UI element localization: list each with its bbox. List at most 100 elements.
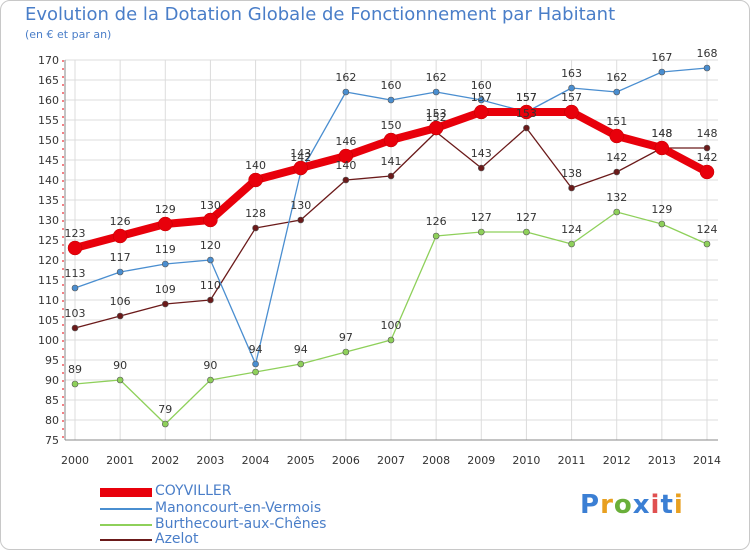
data-label: 138 bbox=[561, 167, 582, 180]
data-point bbox=[158, 216, 173, 232]
data-label: 126 bbox=[426, 215, 447, 228]
data-point bbox=[248, 172, 263, 188]
data-label: 163 bbox=[561, 67, 582, 80]
data-point bbox=[477, 228, 485, 236]
x-tick-label: 2002 bbox=[151, 454, 179, 467]
x-tick-label: 2003 bbox=[196, 454, 224, 467]
data-label: 143 bbox=[290, 147, 311, 160]
x-tick-label: 2008 bbox=[422, 454, 450, 467]
data-label: 129 bbox=[155, 203, 176, 216]
data-label: 146 bbox=[335, 135, 356, 148]
data-point bbox=[699, 164, 715, 180]
y-tick-label: 80 bbox=[45, 414, 59, 427]
data-point bbox=[568, 184, 575, 192]
x-tick-label: 2009 bbox=[467, 454, 495, 467]
x-tick-label: 2004 bbox=[242, 454, 270, 467]
data-point bbox=[387, 96, 395, 104]
data-label: 127 bbox=[471, 211, 492, 224]
data-point bbox=[161, 260, 169, 268]
data-point bbox=[523, 124, 530, 132]
data-point bbox=[654, 140, 670, 156]
y-tick-label: 85 bbox=[45, 394, 59, 407]
legend-label: Burthecourt-aux-Chênes bbox=[155, 516, 327, 532]
data-point bbox=[428, 120, 444, 136]
y-tick-label: 135 bbox=[38, 194, 59, 207]
data-point bbox=[293, 160, 308, 176]
data-label: 157 bbox=[471, 91, 492, 104]
data-label: 117 bbox=[110, 251, 131, 264]
data-point bbox=[474, 104, 489, 120]
data-point bbox=[252, 368, 259, 376]
x-tick-label: 2000 bbox=[61, 454, 89, 467]
proxiti-logo: Proxiti bbox=[580, 490, 684, 520]
y-tick-label: 115 bbox=[38, 274, 59, 287]
data-point bbox=[477, 96, 485, 104]
data-point bbox=[703, 64, 711, 72]
data-label: 157 bbox=[561, 91, 582, 104]
legend-label: COYVILLER bbox=[155, 483, 232, 499]
data-label: 100 bbox=[381, 319, 402, 332]
y-tick-label: 110 bbox=[38, 294, 59, 307]
data-point bbox=[203, 212, 218, 228]
data-point bbox=[67, 240, 83, 256]
logo-letter: t bbox=[660, 490, 674, 520]
data-label: 162 bbox=[426, 71, 447, 84]
y-tick-label: 120 bbox=[38, 254, 59, 267]
data-label: 157 bbox=[516, 91, 537, 104]
y-tick-label: 100 bbox=[38, 334, 59, 347]
data-point bbox=[564, 104, 579, 120]
data-label: 162 bbox=[606, 71, 627, 84]
data-label: 119 bbox=[155, 243, 176, 256]
legend-swatch bbox=[100, 488, 152, 497]
data-label: 142 bbox=[697, 151, 718, 164]
x-tick-label: 2010 bbox=[512, 454, 540, 467]
data-point bbox=[252, 360, 259, 368]
data-label: 120 bbox=[200, 239, 221, 252]
data-point bbox=[112, 228, 128, 244]
data-point bbox=[383, 132, 399, 148]
data-label: 148 bbox=[651, 127, 672, 140]
logo-letter: x bbox=[632, 490, 651, 520]
data-label: 89 bbox=[68, 363, 82, 376]
data-label: 126 bbox=[110, 215, 131, 228]
data-label: 141 bbox=[381, 155, 402, 168]
data-label: 150 bbox=[381, 119, 402, 132]
data-label: 94 bbox=[294, 343, 308, 356]
y-tick-label: 95 bbox=[45, 354, 59, 367]
data-point bbox=[432, 88, 440, 96]
data-label: 148 bbox=[697, 127, 718, 140]
data-label: 79 bbox=[158, 403, 172, 416]
data-label: 113 bbox=[65, 267, 86, 280]
data-point bbox=[71, 380, 79, 388]
data-point bbox=[116, 312, 124, 320]
data-label: 160 bbox=[381, 79, 402, 92]
y-tick-label: 130 bbox=[38, 214, 59, 227]
data-point bbox=[613, 168, 621, 176]
data-point bbox=[297, 216, 305, 224]
data-point bbox=[116, 268, 124, 276]
data-point bbox=[387, 336, 395, 344]
chart-subtitle: (en € et par an) bbox=[25, 28, 112, 41]
data-label: 153 bbox=[516, 107, 537, 120]
y-tick-label: 170 bbox=[38, 54, 59, 67]
data-label: 124 bbox=[561, 223, 582, 236]
data-label: 153 bbox=[426, 107, 447, 120]
data-point bbox=[568, 240, 575, 248]
legend-label: Manoncourt-en-Vermois bbox=[155, 500, 322, 516]
data-label: 132 bbox=[606, 191, 627, 204]
data-point bbox=[658, 68, 666, 76]
y-tick-label: 75 bbox=[45, 434, 59, 447]
data-label: 167 bbox=[651, 51, 672, 64]
y-tick-label: 145 bbox=[38, 154, 59, 167]
data-point bbox=[342, 88, 350, 96]
data-point bbox=[658, 220, 666, 228]
data-point bbox=[342, 176, 350, 184]
x-tick-label: 2001 bbox=[106, 454, 134, 467]
data-label: 142 bbox=[606, 151, 627, 164]
data-label: 128 bbox=[245, 207, 266, 220]
data-label: 168 bbox=[697, 47, 718, 60]
data-label: 142 bbox=[290, 151, 311, 164]
data-point bbox=[161, 300, 169, 308]
data-point bbox=[338, 148, 354, 164]
